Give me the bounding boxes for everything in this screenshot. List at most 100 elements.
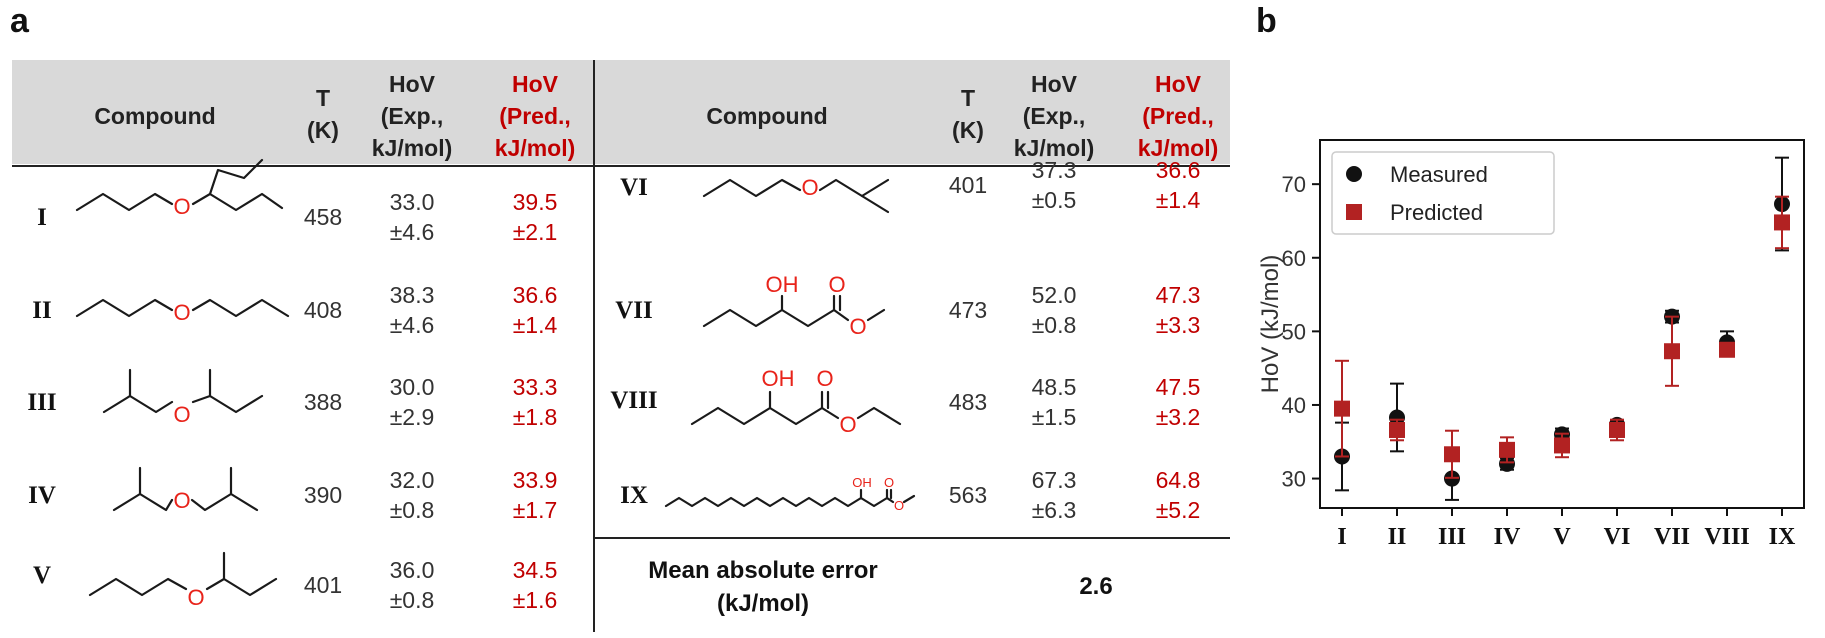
predicted-point [1774,214,1790,231]
ester-oxygen: O [849,314,866,339]
hov-exp: 48.5 [1032,374,1077,400]
hydroxyl-group: OH [762,366,795,391]
structure-IV: O [112,466,259,513]
legend-measured-marker [1346,166,1362,182]
temperature: 390 [304,482,342,508]
oxygen-atom: O [173,300,190,325]
mae-label-line1: Mean absolute error [648,557,877,584]
header-pred-right-line2: (Pred., [1142,103,1214,129]
header-exp-right-line3: kJ/mol) [1014,135,1095,161]
header-pred-line1: HoV [512,71,559,97]
table-row: II O 408 38.3 ±4.6 36.6 ±1.4 [32,282,557,338]
predicted-point [1389,421,1405,438]
hov-exp-error: ±4.6 [390,219,435,245]
carbonyl-oxygen: O [816,366,833,391]
compound-table: Compound T (K) HoV (Exp., kJ/mol) HoV (P… [12,60,1230,632]
structure-III: O [102,368,264,427]
table-row: I O 458 33.0 ±4.6 39.5 ±2.1 [37,158,558,245]
compound-id: III [27,389,56,416]
temperature: 473 [949,297,987,323]
x-axis: I II III IV V VI VII VIII IX [1337,508,1796,550]
hov-pred: 36.6 [1156,157,1201,183]
header-pred-line2: (Pred., [499,103,571,129]
temperature: 458 [304,204,342,230]
temperature: 388 [304,389,342,415]
predicted-point [1609,421,1625,438]
oxygen-atom: O [187,585,204,610]
header-pred-right-line1: HoV [1155,71,1202,97]
header-left: Compound T (K) HoV (Exp., kJ/mol) HoV (P… [94,71,575,161]
x-tick-label: III [1438,524,1466,550]
legend-predicted-marker [1346,204,1362,220]
table-row: VI O 401 37.3 ±0.5 36.6 ±1.4 [620,157,1201,214]
hov-pred: 36.6 [513,282,558,308]
hov-pred-error: ±1.8 [513,404,558,430]
hov-exp-error: ±0.5 [1032,187,1077,213]
header-right: Compound T (K) HoV (Exp., kJ/mol) HoV (P… [706,71,1218,161]
predicted-point [1554,437,1570,454]
hov-exp: 30.0 [390,374,435,400]
hov-exp: 67.3 [1032,467,1077,493]
table-row: VII OH O O 473 52.0 ±0.8 47.3 ±3.3 [615,272,1200,339]
predicted-point [1334,400,1350,417]
structure-IX: OH O O [664,475,916,513]
hov-pred: 33.3 [513,374,558,400]
compound-id: VII [615,297,653,324]
table-row: III O 388 30.0 ±2.9 33.3 ±1.8 [27,368,558,430]
hov-pred-error: ±2.1 [513,219,558,245]
header-temp-right-line2: (K) [952,117,984,143]
y-tick-label: 60 [1282,246,1306,271]
structure-VIII: OH O O [690,366,902,437]
temperature: 408 [304,297,342,323]
compound-id: IX [620,482,648,509]
compound-id: IV [28,482,56,509]
ester-oxygen: O [839,412,856,437]
hov-exp: 33.0 [390,189,435,215]
structure-VII: OH O O [702,272,886,339]
header-temp-right-line1: T [961,85,975,111]
structure-V: O [88,551,278,610]
table-header-background [12,60,1230,164]
legend-measured-label: Measured [1390,162,1488,187]
carbonyl-oxygen: O [884,475,894,490]
data-marks [1334,156,1790,501]
header-compound-right: Compound [706,103,827,129]
header-exp-line1: HoV [389,71,436,97]
structure-I: O [75,158,284,219]
panel-label-a: a [10,2,29,40]
header-temp-line1: T [316,85,330,111]
header-compound: Compound [94,103,215,129]
hov-pred-error: ±1.4 [1156,187,1201,213]
hov-pred: 39.5 [513,189,558,215]
table-row: IX OH O O 563 67.3 ±6.3 64.8 ±5.2 [620,467,1200,523]
x-tick-label: I [1337,524,1346,550]
y-tick-label: 70 [1282,172,1306,197]
structure-VI: O [702,175,890,214]
hov-exp: 32.0 [390,467,435,493]
hov-pred-error: ±3.2 [1156,404,1201,430]
compound-id: VIII [610,387,657,414]
oxygen-atom: O [173,194,190,219]
temperature: 401 [949,172,987,198]
y-tick-label: 30 [1282,467,1306,492]
x-tick-label: VI [1604,524,1631,550]
y-axis-title: HoV (kJ/mol) [1257,255,1284,394]
predicted-point [1664,343,1680,360]
hov-pred-error: ±1.4 [513,312,558,338]
x-tick-label: II [1388,524,1407,550]
hov-pred-error: ±1.6 [513,587,558,613]
x-tick-label: IX [1769,524,1796,550]
hydroxyl-group: OH [852,475,872,490]
legend-box [1331,151,1555,235]
hov-pred: 64.8 [1156,467,1201,493]
mae-row: Mean absolute error (kJ/mol) 2.6 [648,557,1112,617]
temperature: 563 [949,482,987,508]
compound-id: II [32,297,51,324]
compound-id: I [37,204,47,231]
y-tick-label: 40 [1282,393,1306,418]
mae-label-line2: (kJ/mol) [717,590,809,617]
hov-pred-error: ±3.3 [1156,312,1201,338]
table-row: V O 401 36.0 ±0.8 34.5 ±1.6 [33,551,558,613]
table-row: IV O 390 32.0 ±0.8 33.9 ±1.7 [28,466,557,523]
hydroxyl-group: OH [766,272,799,297]
